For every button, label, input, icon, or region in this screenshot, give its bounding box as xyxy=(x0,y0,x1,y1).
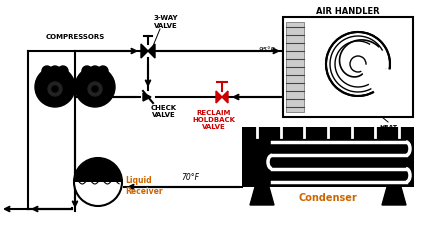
Text: Condenser: Condenser xyxy=(298,192,357,202)
Circle shape xyxy=(58,67,68,77)
Polygon shape xyxy=(250,187,274,205)
Circle shape xyxy=(74,158,122,206)
Polygon shape xyxy=(382,187,406,205)
Bar xyxy=(283,18,413,117)
Circle shape xyxy=(98,67,108,77)
Polygon shape xyxy=(216,92,222,104)
Text: Liquid
Receiver: Liquid Receiver xyxy=(125,176,163,195)
Circle shape xyxy=(75,68,115,108)
Circle shape xyxy=(50,67,60,77)
Circle shape xyxy=(326,33,390,97)
Text: 70°F: 70°F xyxy=(181,173,199,182)
Circle shape xyxy=(88,83,102,97)
Circle shape xyxy=(350,57,366,73)
Circle shape xyxy=(35,68,75,108)
Text: RECLAIM
HOLDBACK
VALVE: RECLAIM HOLDBACK VALVE xyxy=(192,110,235,129)
Wedge shape xyxy=(358,65,392,94)
Circle shape xyxy=(92,87,98,93)
Bar xyxy=(242,127,414,137)
Polygon shape xyxy=(148,45,155,59)
Text: HEAT
RECLAIM
COIL: HEAT RECLAIM COIL xyxy=(373,124,404,141)
Bar xyxy=(242,137,414,187)
Polygon shape xyxy=(143,94,151,101)
Circle shape xyxy=(48,83,62,97)
Text: COMPRESSORS: COMPRESSORS xyxy=(45,34,105,40)
Wedge shape xyxy=(75,159,122,182)
Circle shape xyxy=(42,67,52,77)
Polygon shape xyxy=(222,92,228,104)
Circle shape xyxy=(90,67,100,77)
Text: 95°F: 95°F xyxy=(258,47,275,53)
Text: CHECK
VALVE: CHECK VALVE xyxy=(151,105,177,118)
Circle shape xyxy=(52,87,58,93)
Text: AIR HANDLER: AIR HANDLER xyxy=(316,7,380,16)
Polygon shape xyxy=(141,45,148,59)
Text: 3-WAY
VALVE: 3-WAY VALVE xyxy=(154,16,178,28)
Bar xyxy=(286,23,304,113)
Circle shape xyxy=(82,67,92,77)
